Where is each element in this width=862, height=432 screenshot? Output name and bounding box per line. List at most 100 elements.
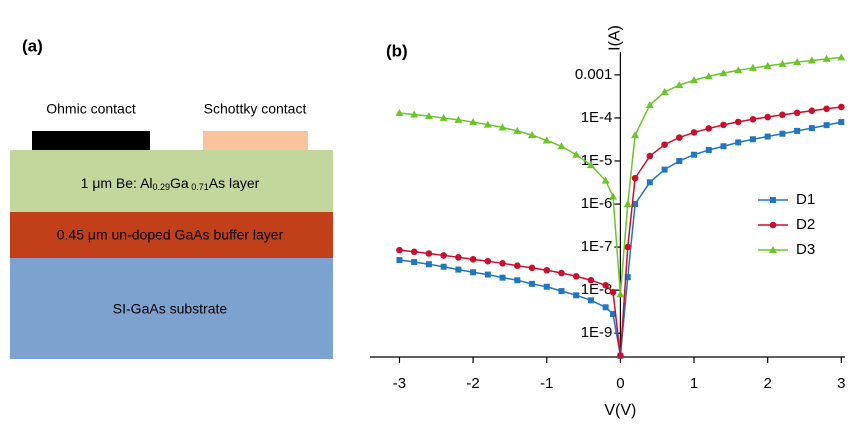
subscript: 0.29 <box>153 182 171 192</box>
text-part: As layer <box>209 175 260 191</box>
marker <box>440 263 447 270</box>
marker <box>557 142 566 150</box>
x-tick-label: -1 <box>540 375 553 392</box>
marker <box>424 112 433 120</box>
marker <box>572 150 581 158</box>
marker <box>807 56 816 64</box>
marker <box>609 288 617 296</box>
text-part: 1 μm Be: Al <box>81 175 153 191</box>
y-axis-label: I(A) <box>607 25 624 51</box>
text-part: Ga <box>170 175 189 191</box>
marker <box>778 59 787 67</box>
marker <box>410 248 418 256</box>
marker <box>411 259 418 266</box>
marker <box>587 276 595 284</box>
panel-label: (b) <box>386 41 408 60</box>
marker <box>610 310 617 317</box>
marker <box>543 266 551 274</box>
contact-label: Ohmic contact <box>46 101 136 117</box>
marker <box>528 264 536 272</box>
contact-label: Schottky contact <box>204 101 307 117</box>
legend-marker <box>769 221 777 229</box>
marker <box>823 122 830 129</box>
marker <box>616 290 625 298</box>
marker <box>602 304 609 311</box>
marker <box>719 69 728 77</box>
marker <box>808 107 816 115</box>
legend-marker <box>769 246 777 253</box>
marker <box>793 58 802 66</box>
marker <box>586 161 595 169</box>
marker <box>645 100 654 108</box>
x-tick-label: -3 <box>393 375 406 392</box>
marker <box>410 110 419 118</box>
legend-label: D2 <box>796 216 815 233</box>
schottky-contact <box>203 131 308 150</box>
marker <box>705 146 712 153</box>
marker <box>794 127 801 134</box>
y-tick-label: 0.001 <box>575 66 613 83</box>
marker <box>720 143 727 150</box>
x-tick-label: 1 <box>690 375 698 392</box>
x-tick-label: 0 <box>616 375 624 392</box>
marker <box>690 129 698 136</box>
marker <box>609 192 618 200</box>
layer <box>10 212 333 258</box>
marker <box>617 352 624 360</box>
y-tick-label: 1E-7 <box>581 238 613 255</box>
marker <box>624 274 631 281</box>
marker <box>690 76 699 84</box>
marker <box>514 277 521 284</box>
layer-label: SI-GaAs substrate <box>113 301 228 317</box>
marker <box>513 262 521 269</box>
marker <box>425 250 433 257</box>
marker <box>396 257 403 264</box>
marker <box>822 54 831 62</box>
marker <box>764 133 771 140</box>
marker <box>676 134 683 141</box>
marker <box>646 179 653 186</box>
marker <box>734 66 743 74</box>
marker <box>646 152 654 160</box>
x-tick-label: -2 <box>466 375 479 392</box>
x-tick-label: 2 <box>764 375 772 392</box>
marker <box>749 136 756 143</box>
marker <box>484 257 492 265</box>
marker <box>660 88 669 96</box>
marker <box>601 176 610 184</box>
marker <box>455 253 462 261</box>
ohmic-contact <box>32 131 150 150</box>
layer <box>10 258 333 359</box>
marker <box>396 246 403 254</box>
marker <box>675 81 684 89</box>
marker <box>631 131 640 139</box>
y-tick-label: 1E-6 <box>581 195 613 212</box>
marker <box>572 272 580 280</box>
marker <box>602 281 609 289</box>
marker <box>455 266 462 273</box>
marker <box>632 201 639 208</box>
marker <box>440 252 447 259</box>
marker <box>734 118 742 126</box>
x-tick-label: 3 <box>837 375 845 392</box>
marker <box>779 111 786 119</box>
marker <box>705 125 713 132</box>
legend-marker <box>770 197 776 203</box>
marker <box>823 105 830 113</box>
marker <box>439 113 448 121</box>
x-axis-label: V(V) <box>604 402 636 419</box>
marker <box>543 283 550 290</box>
marker <box>691 151 698 158</box>
marker <box>808 125 815 132</box>
marker <box>720 121 727 129</box>
marker <box>793 109 801 117</box>
marker <box>542 136 551 144</box>
marker <box>838 103 845 111</box>
marker <box>587 297 594 304</box>
marker <box>631 174 639 182</box>
marker <box>676 157 683 164</box>
marker <box>661 166 668 173</box>
marker <box>749 115 757 123</box>
marker <box>513 126 522 134</box>
legend-label: D1 <box>796 191 815 208</box>
